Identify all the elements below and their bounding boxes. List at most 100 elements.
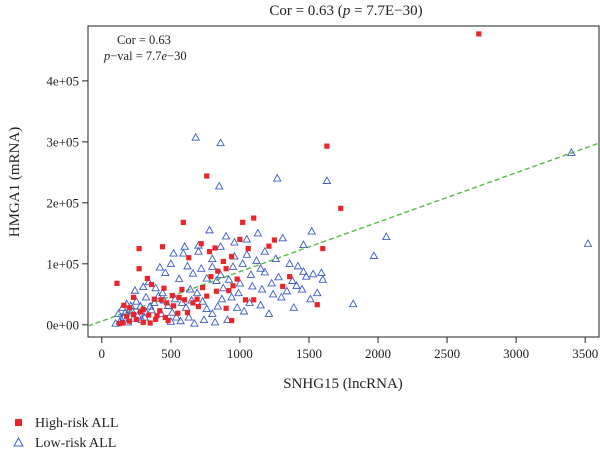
low-risk-point xyxy=(235,278,245,287)
high-risk-point xyxy=(338,205,344,211)
high-risk-point xyxy=(314,302,320,308)
low-risk-point xyxy=(216,270,225,278)
high-risk-point xyxy=(136,266,142,272)
high-risk-point xyxy=(220,258,226,264)
low-risk-point xyxy=(210,317,220,326)
high-risk-point xyxy=(190,300,196,306)
low-risk-point xyxy=(184,312,194,321)
high-risk-point xyxy=(162,314,168,321)
high-risk-point xyxy=(154,313,160,319)
y-axis: 0e+00 1e+05 2e+05 3e+05 4e+05 xyxy=(46,73,88,332)
low-risk-point xyxy=(217,294,227,303)
low-risk-point xyxy=(318,274,328,283)
low-risk-point xyxy=(292,281,301,289)
low-risk-point xyxy=(272,173,282,182)
high-risk-point xyxy=(230,283,236,289)
low-risk-point xyxy=(192,288,202,297)
low-risk-point xyxy=(256,263,266,272)
low-risk-point xyxy=(151,283,161,292)
high-risk-point xyxy=(176,294,182,300)
low-risk-point xyxy=(174,274,184,283)
low-risk-point xyxy=(183,261,192,270)
low-risk-point xyxy=(348,299,358,308)
high-risk-point xyxy=(148,281,155,288)
low-risk-point xyxy=(276,292,286,301)
high-risk-point xyxy=(175,310,181,316)
high-risk-point xyxy=(179,286,185,293)
low-risk-point xyxy=(131,296,141,305)
high-risk-point xyxy=(169,292,175,299)
x-tick-label: 1000 xyxy=(227,346,253,361)
data-points xyxy=(111,31,593,327)
high-risk-point xyxy=(144,275,150,282)
low-risk-point xyxy=(301,271,311,280)
low-risk-point xyxy=(194,246,203,255)
low-risk-point xyxy=(242,234,252,243)
high-risk-point xyxy=(114,280,120,286)
low-risk-point xyxy=(230,237,239,246)
high-risk-point xyxy=(226,288,232,294)
high-risk-point xyxy=(271,237,278,243)
low-risk-point xyxy=(189,318,199,327)
high-risk-point xyxy=(133,316,139,322)
high-risk-point xyxy=(140,306,146,313)
low-risk-point xyxy=(234,288,243,297)
correlation-annotation: Cor = 0.63 xyxy=(117,33,171,47)
low-risk-point xyxy=(141,292,151,301)
high-risk-point xyxy=(194,296,200,302)
plot-frame xyxy=(87,25,600,338)
low-risk-point xyxy=(246,270,256,278)
high-risk-point xyxy=(240,219,246,225)
x-axis: 0 500 1000 1500 2000 2500 3000 3500 xyxy=(99,337,598,361)
low-risk-point xyxy=(369,251,379,259)
low-risk-point xyxy=(180,242,190,250)
low-risk-point xyxy=(198,296,207,305)
high-risk-point xyxy=(171,303,177,309)
low-risk-point xyxy=(155,262,165,271)
low-risk-point xyxy=(305,294,315,303)
p-value-annotation: p−val = 7.7e−30 xyxy=(103,49,187,63)
low-risk-point xyxy=(207,262,217,270)
low-risk-point xyxy=(264,309,274,317)
high-risk-point xyxy=(182,297,188,303)
low-risk-point xyxy=(228,262,238,270)
chart-title: Cor = 0.63 (p = 7.7E−30) xyxy=(269,3,422,19)
low-risk-point xyxy=(289,303,299,311)
high-risk-point xyxy=(229,253,235,260)
high-risk-point xyxy=(229,317,235,324)
high-risk-point xyxy=(234,276,240,282)
y-tick-label: 1e+05 xyxy=(46,256,79,271)
x-tick-label: 2500 xyxy=(434,346,460,361)
low-risk-point xyxy=(212,276,221,284)
high-risk-point xyxy=(140,319,146,325)
low-risk-point xyxy=(169,248,178,257)
high-risk-point xyxy=(251,297,257,303)
low-risk-point xyxy=(138,282,148,291)
high-risk-point xyxy=(117,320,123,327)
low-risk-point xyxy=(221,231,231,240)
low-risk-point xyxy=(278,233,288,242)
low-risk-point xyxy=(144,277,154,286)
low-risk-point xyxy=(256,300,266,309)
low-risk-point xyxy=(239,306,249,315)
low-risk-point xyxy=(268,289,278,298)
low-risk-point xyxy=(213,301,223,310)
high-risk-point xyxy=(206,249,213,255)
legend-high-risk-marker xyxy=(15,419,22,426)
x-axis-label: SNHG15 (lncRNA) xyxy=(283,376,403,392)
high-risk-point xyxy=(476,31,482,37)
x-tick-label: 1500 xyxy=(296,346,322,361)
low-risk-point xyxy=(232,303,242,311)
low-risk-point xyxy=(312,288,322,297)
low-risk-point xyxy=(207,254,217,262)
high-risk-point xyxy=(119,320,126,326)
low-risk-point xyxy=(188,268,198,277)
low-risk-point xyxy=(282,286,292,295)
x-tick-label: 3000 xyxy=(503,346,529,361)
high-risk-point xyxy=(242,297,249,303)
low-risk-point xyxy=(216,242,225,250)
high-risk-point xyxy=(161,285,167,291)
low-risk-point xyxy=(567,148,576,156)
high-risk-point xyxy=(130,294,137,300)
